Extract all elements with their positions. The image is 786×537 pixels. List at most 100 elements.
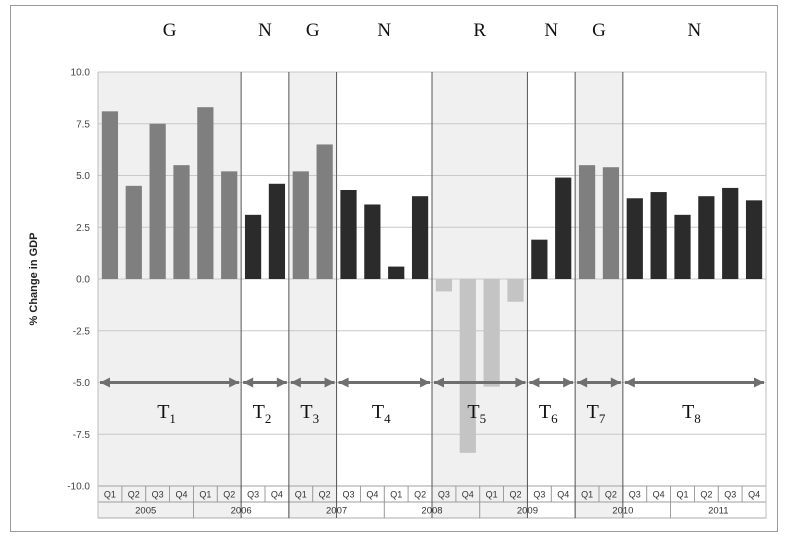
- period-label: T6: [539, 401, 558, 426]
- y-tick-label: -5.0: [73, 378, 91, 389]
- x-tick-label: Q4: [748, 490, 760, 500]
- y-tick-label: 0.0: [76, 275, 90, 286]
- shaded-period-1: [98, 72, 242, 518]
- bars: [101, 107, 763, 453]
- x-tick-label: Q2: [319, 490, 331, 500]
- bar: [388, 266, 405, 279]
- y-axis-label: % Change in GDP: [28, 233, 40, 326]
- x-tick-label: Q1: [486, 490, 498, 500]
- arrow-head-left: [624, 377, 635, 388]
- period-label-base: T: [300, 401, 312, 423]
- x-tick-label: Q1: [390, 490, 402, 500]
- bar: [698, 196, 715, 279]
- period-label-base: T: [467, 401, 479, 423]
- x-tick-label: Q3: [629, 490, 641, 500]
- x-tick-label: Q2: [128, 490, 140, 500]
- period-arrow: [100, 377, 240, 388]
- arrow-head-left: [577, 377, 588, 388]
- x-tick-label: Q2: [223, 490, 235, 500]
- period-label-subscript: 8: [694, 411, 701, 426]
- period-arrow: [624, 377, 764, 388]
- chart-text: 10.07.55.02.50.0-2.5-5.0-7.5-10.0GT1NT2G…: [67, 20, 760, 517]
- shaded-period-7: [575, 72, 623, 518]
- period-label: T2: [253, 401, 272, 426]
- period-label-base: T: [372, 401, 384, 423]
- arrow-head-right: [420, 377, 430, 388]
- x-tick-label: Q4: [366, 490, 378, 500]
- year-label: 2005: [135, 506, 156, 517]
- arrow-head-right: [324, 377, 335, 388]
- y-tick-label: 10.0: [71, 68, 91, 79]
- bar: [650, 192, 667, 279]
- period-dividers: [97, 72, 767, 518]
- x-tick-label: Q3: [152, 490, 164, 500]
- period-label-base: T: [682, 401, 694, 423]
- bar: [197, 107, 214, 279]
- period-label-subscript: 6: [551, 411, 558, 426]
- period-label-base: T: [539, 401, 551, 423]
- period-label: T7: [587, 401, 606, 426]
- period-arrows: [100, 377, 764, 388]
- arrow-head-left: [529, 377, 540, 388]
- regime-letter: G: [306, 20, 320, 41]
- bar: [722, 187, 739, 279]
- regime-letter: G: [592, 20, 606, 41]
- arrow-head-right: [563, 377, 574, 388]
- x-tick-label: Q2: [605, 490, 617, 500]
- bar: [602, 167, 620, 279]
- x-tick-label: Q2: [700, 490, 712, 500]
- bar: [364, 204, 381, 279]
- year-label: 2009: [517, 506, 538, 517]
- x-tick-label: Q2: [509, 490, 521, 500]
- period-arrow: [290, 377, 335, 388]
- x-tick-label: Q3: [533, 490, 545, 500]
- bar: [531, 239, 548, 279]
- bar: [435, 279, 453, 292]
- shaded-period-3: [288, 72, 337, 518]
- arrow-head-right: [515, 377, 526, 388]
- period-label-subscript: 1: [169, 411, 176, 426]
- bar: [507, 279, 524, 302]
- period-label-subscript: 4: [384, 411, 391, 426]
- regime-letter: R: [473, 20, 486, 41]
- x-tick-label: Q1: [295, 490, 307, 500]
- period-label: T3: [300, 401, 319, 426]
- regime-letter: N: [544, 20, 558, 41]
- period-label: T4: [372, 401, 391, 426]
- bar: [411, 196, 429, 279]
- bar: [745, 200, 763, 279]
- x-tick-label: Q3: [247, 490, 259, 500]
- x-tick-label: Q2: [414, 490, 426, 500]
- regime-letter: G: [163, 20, 177, 41]
- bar: [555, 177, 572, 279]
- x-tick-label: Q3: [724, 490, 736, 500]
- period-label-base: T: [253, 401, 265, 423]
- arrow-head-left: [100, 377, 110, 388]
- arrow-head-left: [434, 377, 444, 388]
- period-label-base: T: [157, 401, 169, 423]
- arrow-head-right: [229, 377, 240, 388]
- y-tick-label: -2.5: [73, 326, 91, 337]
- arrow-head-left: [243, 377, 254, 388]
- y-tick-label: 7.5: [76, 119, 90, 130]
- year-label: 2010: [612, 506, 633, 517]
- y-tick-label: -10.0: [67, 482, 90, 493]
- period-label: T5: [467, 401, 486, 426]
- period-label-subscript: 2: [265, 411, 272, 426]
- year-label: 2006: [231, 506, 252, 517]
- arrow-head-right: [754, 377, 764, 388]
- period-arrow: [577, 377, 621, 388]
- period-label-base: T: [587, 401, 599, 423]
- year-label: 2008: [421, 506, 442, 517]
- arrow-head-left: [338, 377, 349, 388]
- arrow-head-right: [276, 377, 287, 388]
- shaded-periods: [98, 72, 623, 518]
- x-tick-label: Q1: [676, 490, 688, 500]
- period-arrow: [338, 377, 430, 388]
- bar: [149, 123, 166, 279]
- y-tick-label: 5.0: [76, 171, 90, 182]
- arrow-head-right: [610, 377, 621, 388]
- period-label-subscript: 3: [313, 411, 320, 426]
- period-arrow: [243, 377, 287, 388]
